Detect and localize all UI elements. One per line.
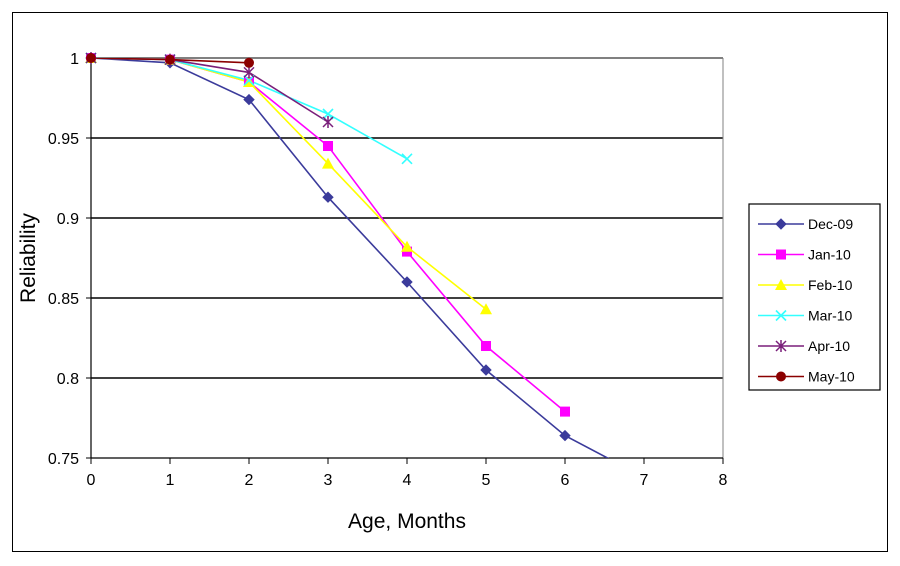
data-point-dec-09 [559, 429, 571, 442]
chart-frame [12, 12, 888, 552]
legend-label-feb-10: Feb-10 [808, 277, 853, 293]
axes [86, 57, 724, 464]
data-point-dec-09 [322, 191, 334, 203]
x-tick-label: 8 [719, 472, 728, 489]
legend-label-apr-10: Apr-10 [808, 338, 850, 354]
legend-box [748, 203, 881, 391]
data-point-may-10 [86, 53, 96, 63]
y-axis-title: Reliability [17, 213, 40, 303]
data-point-dec-09 [401, 276, 413, 288]
legend-label-jan-10: Jan-10 [808, 247, 851, 263]
legend-marker-feb-10 [775, 279, 787, 290]
data-point-jan-10 [481, 341, 491, 351]
data-point-feb-10 [401, 240, 413, 252]
legend-label-mar-10: Mar-10 [808, 308, 853, 324]
legend: Dec-09 Jan-10 Feb-10 Mar-10 Apr-10 May-10 [748, 203, 881, 391]
x-tick-label: 1 [166, 472, 175, 489]
series-line-feb-10 [91, 58, 487, 310]
data-point-may-10 [244, 57, 254, 68]
y-tick-label: 1 [70, 51, 79, 68]
data-point-apr-10 [322, 116, 334, 128]
legend-label-may-10: May-10 [808, 369, 855, 385]
data-point-jan-10 [323, 141, 333, 151]
series-line-apr-10 [91, 58, 329, 123]
x-tick-label: 3 [324, 472, 333, 489]
y-tick-label: 0.75 [48, 451, 79, 468]
data-point-jan-10 [560, 406, 570, 417]
x-tick-label: 7 [640, 472, 649, 489]
data-point-mar-10 [401, 153, 413, 165]
data-point-apr-10 [243, 66, 255, 79]
data-point-feb-10 [480, 303, 492, 315]
x-tick-label: 2 [245, 472, 254, 489]
x-tick-label: 5 [482, 472, 491, 489]
series-line-dec-09 [91, 58, 610, 458]
legend-marker-jan-10 [776, 249, 786, 260]
tick-labels: 0.75 0.8 0.85 0.9 0.95 1 0 1 2 3 4 5 6 7 8 [48, 51, 728, 489]
marker-layer [85, 52, 571, 442]
data-point-dec-09 [243, 93, 255, 106]
gridlines [91, 57, 723, 379]
x-tick-label: 0 [87, 472, 96, 489]
legend-label-dec-09: Dec-09 [808, 216, 853, 232]
y-tick-label: 0.9 [57, 211, 79, 228]
legend-marker-may-10 [776, 371, 786, 382]
data-point-mar-10 [243, 74, 255, 86]
x-tick-label: 4 [403, 472, 412, 489]
y-tick-label: 0.85 [48, 291, 79, 308]
data-point-may-10 [165, 54, 175, 65]
data-point-mar-10 [322, 108, 334, 120]
x-tick-label: 6 [561, 472, 570, 489]
y-tick-label: 0.8 [57, 371, 79, 388]
legend-marker-apr-10 [775, 340, 787, 352]
legend-marker-mar-10 [775, 309, 787, 322]
legend-marker-dec-09 [775, 218, 787, 230]
data-point-feb-10 [322, 157, 334, 169]
data-point-dec-09 [480, 364, 492, 376]
x-axis-title: Age, Months [348, 510, 466, 533]
series-line-jan-10 [91, 58, 566, 413]
y-tick-label: 0.95 [48, 131, 79, 148]
